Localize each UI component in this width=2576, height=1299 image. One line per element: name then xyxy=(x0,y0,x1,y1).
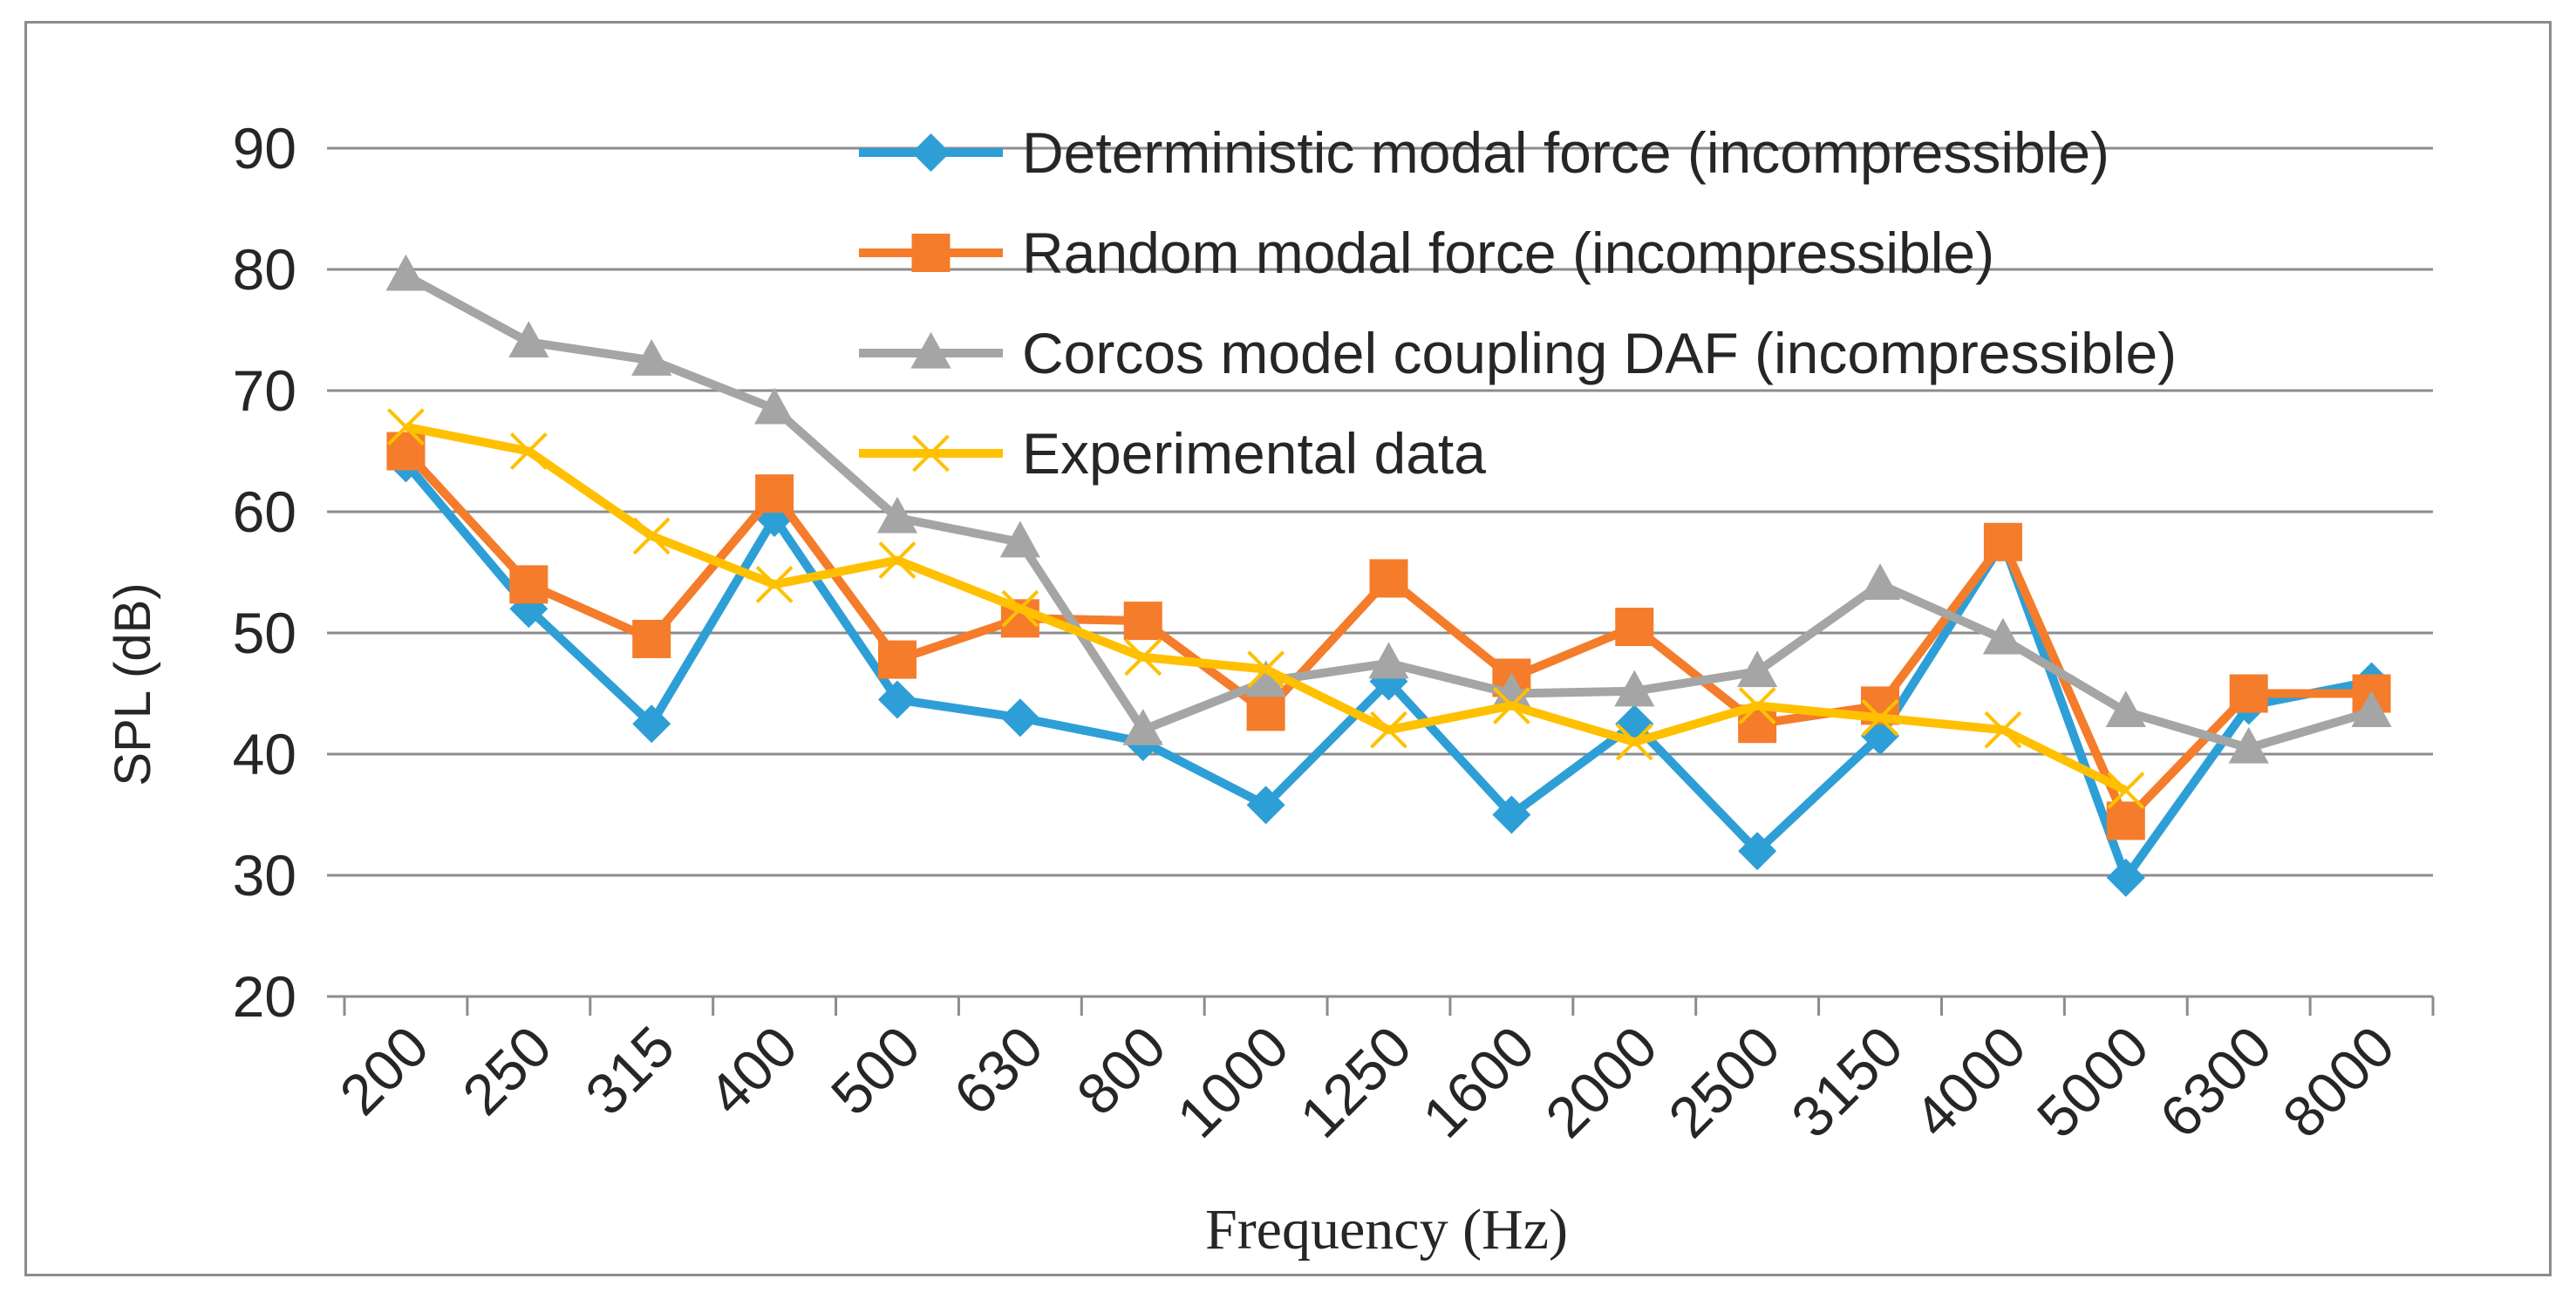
data-point xyxy=(877,640,917,679)
x-tick-label: 315 xyxy=(573,1014,686,1127)
y-axis-title: SPL (dB) xyxy=(105,582,161,786)
y-tick-label: 60 xyxy=(233,479,296,544)
y-tick-label: 50 xyxy=(233,601,296,665)
legend-entry: Corcos model coupling DAF (incompressibl… xyxy=(859,321,2177,385)
data-point xyxy=(2351,690,2392,727)
data-point xyxy=(1492,686,1530,724)
data-point xyxy=(878,541,917,580)
data-point xyxy=(1122,709,1163,745)
data-point xyxy=(877,680,917,719)
data-point xyxy=(1982,617,2024,655)
y-tick-label: 70 xyxy=(233,358,296,423)
y-tick-label: 20 xyxy=(233,964,296,1029)
data-point xyxy=(1124,638,1162,677)
data-point xyxy=(755,565,794,603)
x-tick-label: 2500 xyxy=(1656,1014,1792,1150)
data-point xyxy=(509,565,549,604)
data-point xyxy=(2107,772,2145,810)
data-point xyxy=(876,496,918,534)
y-tick-label: 40 xyxy=(233,722,296,786)
data-point xyxy=(1247,650,1285,689)
legend-marker xyxy=(911,234,951,272)
x-axis-title: Frequency (Hz) xyxy=(1205,1198,1568,1262)
series-3 xyxy=(387,408,2145,810)
data-point xyxy=(1492,795,1531,834)
data-point xyxy=(385,254,426,291)
data-point xyxy=(2106,801,2145,840)
chart-frame xyxy=(24,21,2552,1276)
x-tick-label: 200 xyxy=(327,1014,440,1127)
x-tick-label: 5000 xyxy=(2025,1014,2161,1150)
data-point xyxy=(2106,858,2145,897)
series-lines xyxy=(385,254,2392,897)
x-tick-label: 800 xyxy=(1064,1014,1177,1127)
x-tick-label: 4000 xyxy=(1902,1014,2038,1150)
x-tick-label: 1000 xyxy=(1164,1014,1300,1150)
data-point xyxy=(632,517,671,555)
data-point xyxy=(1859,563,1901,600)
data-point xyxy=(386,432,426,471)
legend-label: Corcos model coupling DAF (incompressibl… xyxy=(1022,321,2177,385)
x-tick-label: 500 xyxy=(819,1014,932,1127)
data-point xyxy=(1245,660,1286,697)
legend-entry: Random modal force (incompressible) xyxy=(859,221,1994,285)
data-point xyxy=(753,387,795,425)
data-point xyxy=(1615,723,1653,761)
data-point xyxy=(632,704,671,744)
data-point xyxy=(2229,674,2268,713)
data-point xyxy=(1738,832,1777,871)
x-tick-label: 400 xyxy=(696,1014,809,1127)
data-point xyxy=(1738,686,1776,724)
data-point xyxy=(631,339,672,376)
y-tick-label: 30 xyxy=(233,843,296,908)
legend-marker xyxy=(911,133,951,172)
data-point xyxy=(2228,726,2269,764)
data-point xyxy=(1368,642,1409,679)
data-point xyxy=(508,321,549,357)
data-point xyxy=(1615,608,1654,647)
data-point xyxy=(1861,698,1899,737)
data-point xyxy=(1246,786,1285,825)
data-point xyxy=(1614,670,1655,707)
legend-label: Deterministic modal force (incompressibl… xyxy=(1022,120,2109,185)
legend-marker xyxy=(910,331,951,369)
data-point xyxy=(632,619,671,658)
data-point xyxy=(1246,692,1285,731)
data-point xyxy=(1984,711,2022,749)
data-point xyxy=(1000,698,1039,738)
data-point xyxy=(999,520,1040,558)
x-tick-label: 2000 xyxy=(1533,1014,1669,1150)
x-tick-label: 6300 xyxy=(2147,1014,2283,1150)
data-point xyxy=(1369,559,1408,598)
data-point xyxy=(2105,690,2146,727)
data-point xyxy=(1983,522,2022,561)
legend: Deterministic modal force (incompressibl… xyxy=(859,120,2177,486)
data-point xyxy=(1491,672,1532,710)
legend-entry: Deterministic modal force (incompressibl… xyxy=(859,120,2109,185)
series-2 xyxy=(385,254,2392,764)
data-point xyxy=(1370,711,1407,749)
data-point xyxy=(1737,650,1778,688)
y-tick-label: 80 xyxy=(233,237,296,302)
x-tick-label: 630 xyxy=(942,1014,1055,1127)
y-tick-label: 90 xyxy=(233,116,296,180)
legend-label: Experimental data xyxy=(1022,421,1486,486)
legend-label: Random modal force (incompressible) xyxy=(1022,221,1994,285)
legend-marker xyxy=(912,434,950,473)
x-tick-label: 8000 xyxy=(2270,1014,2406,1150)
legend-entry: Experimental data xyxy=(859,421,1486,486)
data-point xyxy=(1123,602,1162,641)
x-tick-label: 3150 xyxy=(1779,1014,1915,1150)
x-tick-label: 1600 xyxy=(1410,1014,1546,1150)
data-point xyxy=(1001,589,1039,628)
x-tick-label: 1250 xyxy=(1287,1014,1423,1150)
data-point xyxy=(387,408,425,446)
data-point xyxy=(509,432,548,470)
data-point xyxy=(755,474,794,513)
x-tick-label: 250 xyxy=(450,1014,563,1127)
